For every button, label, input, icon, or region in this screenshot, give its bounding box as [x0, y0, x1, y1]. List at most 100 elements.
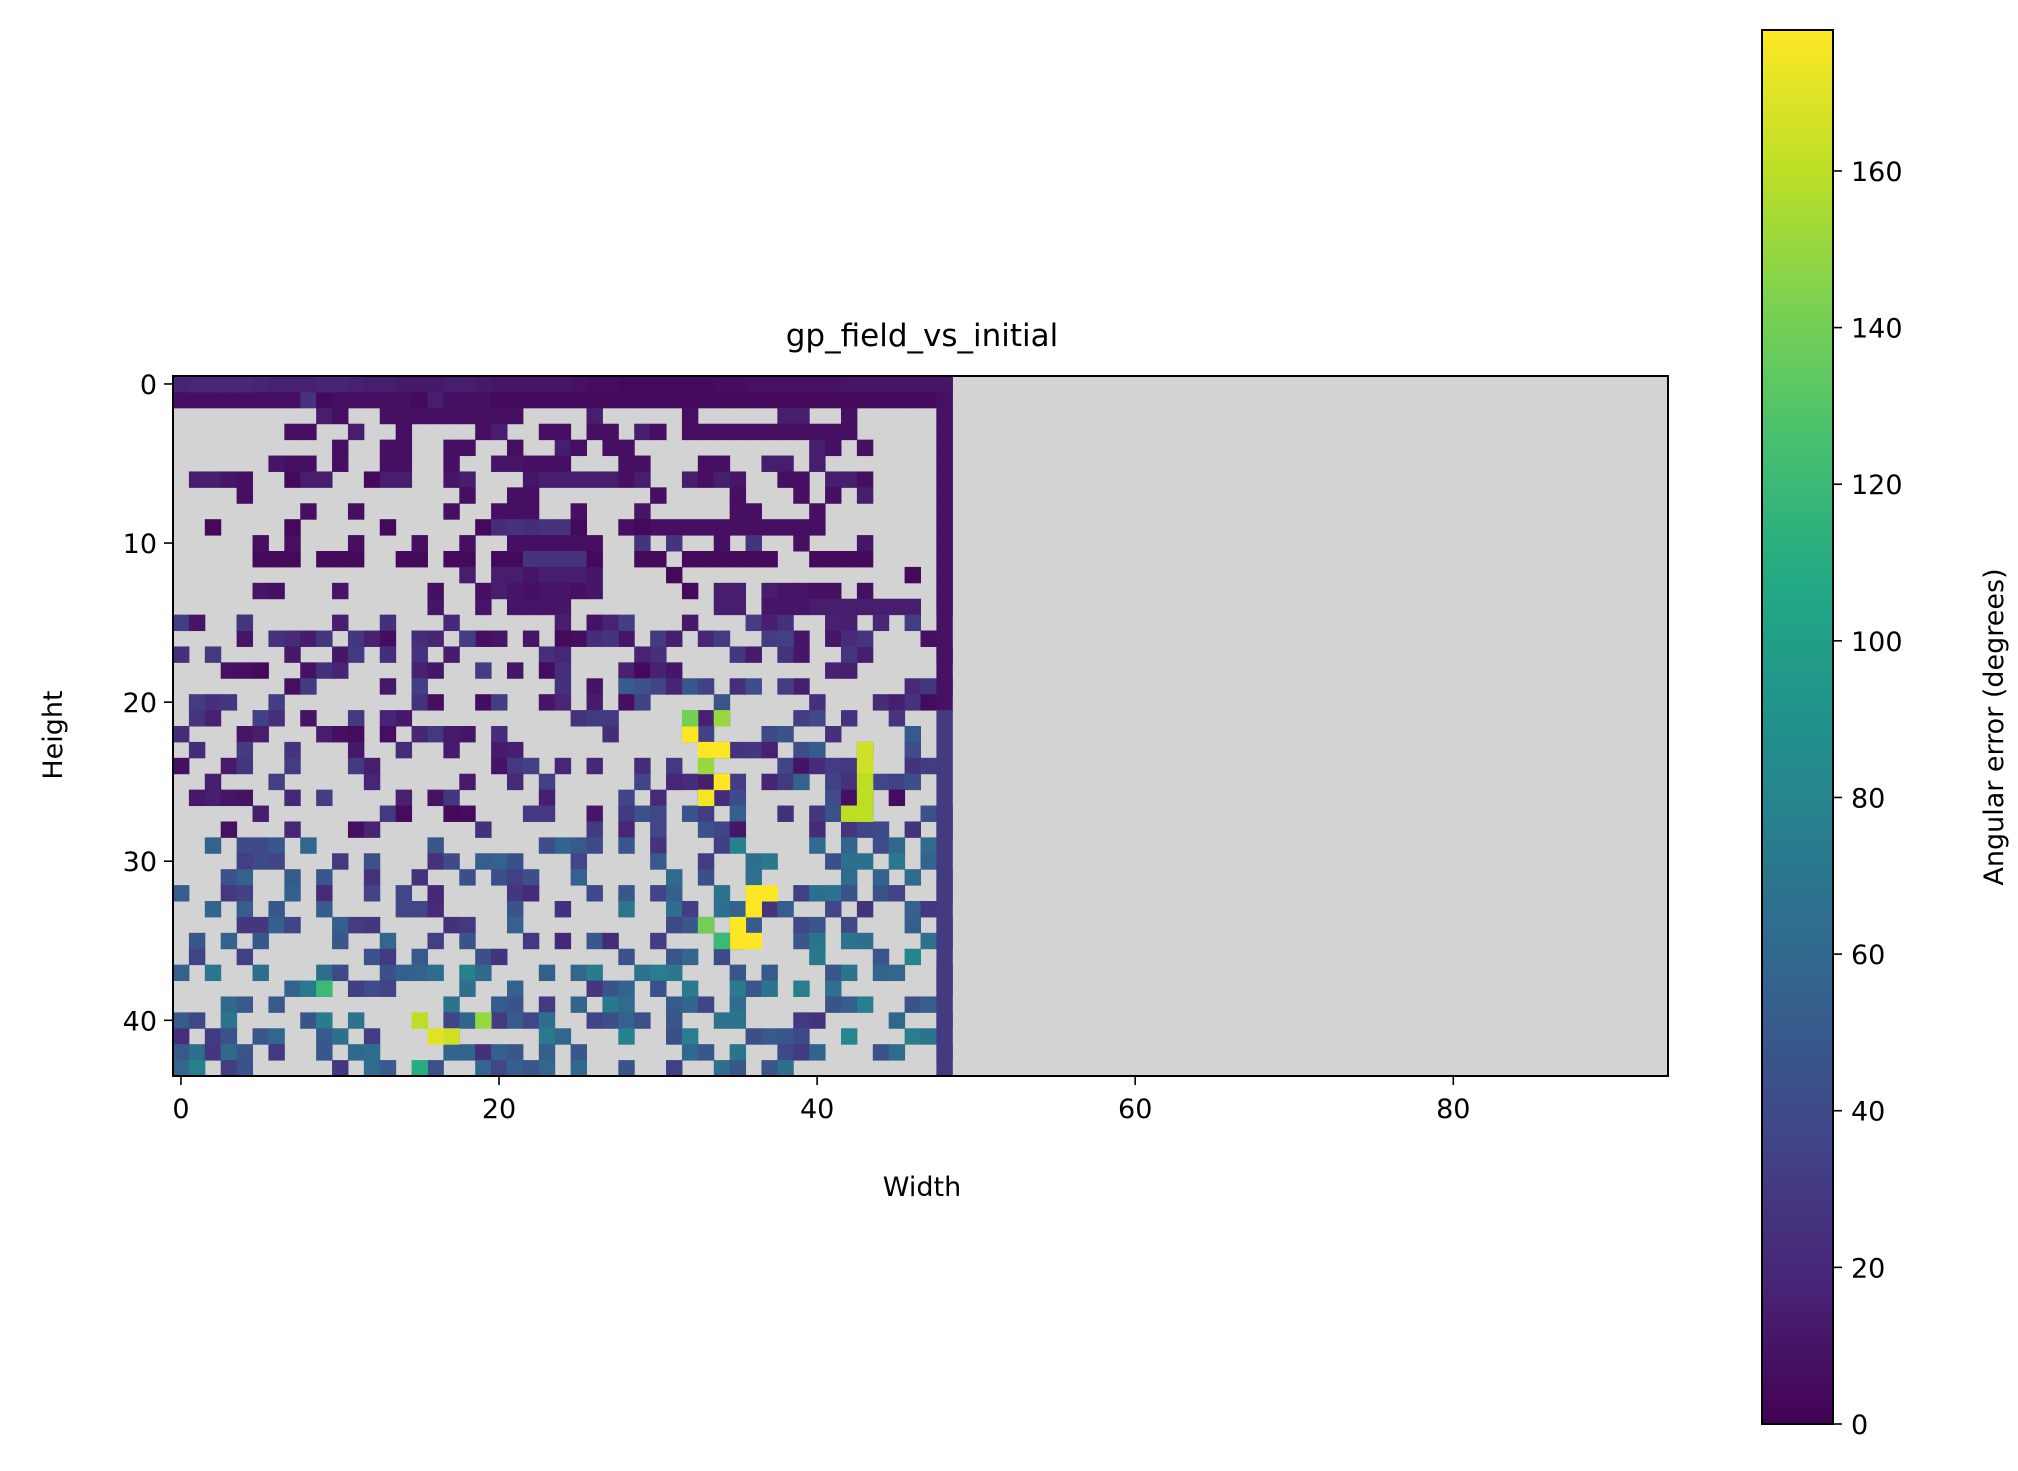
heatmap-cell [332, 1028, 349, 1045]
heatmap-cell [570, 566, 588, 584]
heatmap-cell [825, 805, 842, 822]
heatmap-cell [793, 391, 810, 409]
heatmap-cell [777, 1060, 794, 1077]
heatmap-cell [936, 1028, 953, 1045]
heatmap-cell [872, 1044, 890, 1061]
heatmap-cell [522, 376, 540, 393]
heatmap-cell [332, 1060, 349, 1077]
heatmap-cell [936, 503, 953, 520]
heatmap-cell [729, 1060, 747, 1077]
heatmap-cell [395, 439, 413, 457]
heatmap-cell [284, 391, 301, 409]
heatmap-cell [825, 901, 842, 918]
heatmap-cell [300, 630, 317, 647]
heatmap-cell [920, 694, 937, 711]
heatmap-cell [936, 455, 953, 472]
heatmap-cell [586, 932, 603, 950]
heatmap-cell [697, 773, 715, 791]
heatmap-cell [475, 694, 492, 711]
heatmap-cell [936, 773, 953, 791]
heatmap-cell [538, 391, 556, 409]
heatmap-cell [475, 630, 492, 647]
heatmap-cell [729, 837, 747, 854]
heatmap-cell [856, 471, 874, 488]
heatmap-cell [300, 503, 317, 520]
heatmap-cell [825, 439, 842, 457]
heatmap-cell [395, 423, 413, 441]
heatmap-cell [681, 996, 699, 1013]
heatmap-cell [904, 726, 921, 743]
heatmap-cell [713, 1012, 731, 1029]
heatmap-cell [284, 630, 301, 647]
heatmap-cell [236, 1060, 254, 1077]
heatmap-cell [634, 455, 651, 472]
heatmap-cell [538, 1060, 556, 1077]
heatmap-cell [713, 391, 731, 409]
x-axis-label: Width [883, 1172, 961, 1203]
heatmap-cell [729, 376, 747, 393]
heatmap-cell [236, 391, 254, 409]
heatmap-cell [840, 646, 858, 663]
heatmap-cell [634, 1012, 651, 1029]
heatmap-cell [650, 964, 667, 982]
heatmap-cell [427, 582, 444, 600]
heatmap-cell [825, 487, 842, 504]
heatmap-cell [586, 885, 603, 902]
heatmap-cell [729, 551, 747, 568]
heatmap-cell [904, 948, 921, 966]
heatmap-cell [936, 630, 953, 647]
heatmap-cell [522, 487, 540, 504]
heatmap-cell [316, 1044, 333, 1061]
heatmap-cell [666, 566, 683, 584]
heatmap-cell [666, 964, 683, 982]
x-tick-label: 0 [172, 1094, 189, 1125]
heatmap-cell [713, 932, 731, 950]
heatmap-cell [220, 1044, 238, 1061]
heatmap-cell [236, 630, 254, 647]
heatmap-cell [332, 662, 349, 679]
heatmap-cell [443, 391, 460, 409]
heatmap-cell [300, 678, 317, 695]
heatmap-cell [602, 1012, 619, 1029]
heatmap-cell [793, 582, 810, 600]
heatmap-cell [602, 710, 619, 727]
heatmap-cell [586, 376, 603, 393]
heatmap-cell [745, 646, 762, 663]
heatmap-cell [793, 519, 810, 536]
heatmap-cell [586, 821, 603, 838]
heatmap-cell [809, 1044, 826, 1061]
heatmap-cell [204, 694, 222, 711]
heatmap-cell [777, 1044, 794, 1061]
heatmap-cell [268, 837, 285, 854]
heatmap-cell [316, 662, 333, 679]
heatmap-cell [459, 439, 476, 457]
heatmap-cell [793, 678, 810, 695]
heatmap-cell [570, 1044, 588, 1061]
heatmap-cell [825, 996, 842, 1013]
heatmap-cell [443, 789, 460, 807]
heatmap-cell [745, 741, 762, 759]
heatmap-cell [347, 741, 365, 759]
heatmap-cell [379, 646, 397, 663]
heatmap-cell [459, 932, 476, 950]
heatmap-cell [777, 423, 794, 441]
heatmap-cell [586, 710, 603, 727]
heatmap-cell [332, 853, 349, 870]
heatmap-cell [936, 535, 953, 552]
heatmap-cell [840, 964, 858, 982]
heatmap-cell [332, 932, 349, 950]
colorbar-tick-label: 40 [1851, 1097, 1885, 1128]
heatmap-cell [491, 455, 508, 472]
heatmap-cell [713, 535, 731, 552]
heatmap-cell [363, 885, 381, 902]
heatmap-cell [697, 805, 715, 822]
colorbar-tick-label: 140 [1851, 314, 1903, 345]
heatmap-cell [188, 789, 206, 807]
heatmap-cell [793, 710, 810, 727]
heatmap-cell [188, 376, 206, 393]
heatmap-cell [506, 487, 524, 504]
heatmap-cell [347, 916, 365, 934]
colorbar [1761, 29, 1834, 1425]
heatmap-cell [316, 1028, 333, 1045]
heatmap-cell [363, 1060, 381, 1077]
